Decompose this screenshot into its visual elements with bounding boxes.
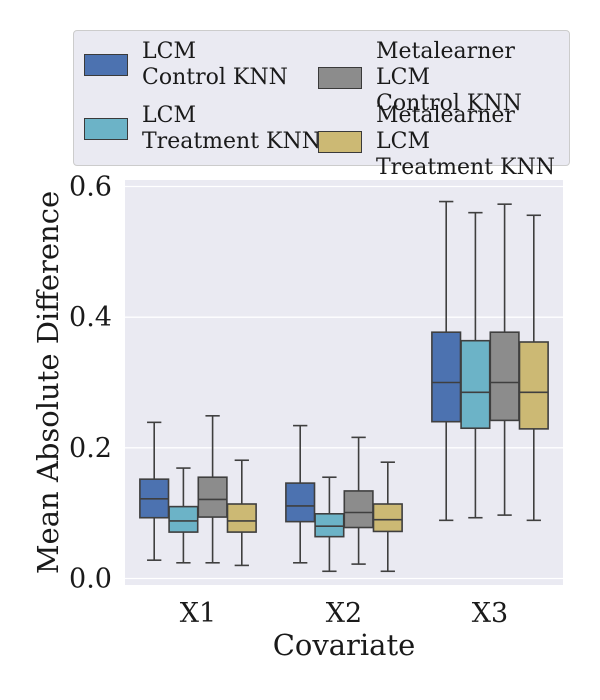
x-axis-label: Covariate <box>273 628 416 662</box>
box-iqr <box>197 476 228 518</box>
legend-item-metalearner-treatment: Metalearner LCM Treatment KNN <box>318 103 569 181</box>
box-x3-series-3 <box>518 214 549 522</box>
legend-label-lcm-control: LCM Control KNN <box>142 39 288 90</box>
box-x1-series-1 <box>168 467 199 564</box>
legend-label-lcm-treatment: LCM Treatment KNN <box>142 103 321 154</box>
box-x2-series-2 <box>343 436 374 565</box>
box-iqr <box>460 339 491 430</box>
legend-swatch-metalearner-treatment <box>318 131 362 153</box>
box-iqr <box>226 503 257 533</box>
y-tick-label: 0.4 <box>69 302 112 333</box>
legend-swatch-lcm-treatment <box>84 118 128 140</box>
x-tick-label: X1 <box>180 598 216 629</box>
box-iqr <box>518 341 549 430</box>
box-iqr <box>285 482 316 523</box>
legend-item-metalearner-control: Metalearner LCM Control KNN <box>318 39 569 117</box>
y-tick-label: 0.6 <box>69 172 112 203</box>
box-x1-series-0 <box>139 421 170 561</box>
box-iqr <box>343 490 374 529</box>
box-x3-series-1 <box>460 211 491 519</box>
grid-lines <box>125 185 563 580</box>
x-tick-labels: X1 X2 X3 <box>180 598 508 629</box>
box-iqr <box>372 503 403 533</box>
y-tick-label: 0.0 <box>69 563 112 594</box>
box-iqr <box>431 331 462 423</box>
y-tick-label: 0.2 <box>69 433 112 464</box>
box-x3-series-0 <box>431 200 462 522</box>
box-x1-series-3 <box>226 459 257 567</box>
box-x3-series-2 <box>489 203 520 516</box>
box-iqr <box>489 331 520 422</box>
box-iqr <box>314 512 345 538</box>
legend-swatch-lcm-control <box>84 54 128 76</box>
box-x2-series-0 <box>285 424 316 564</box>
box-groups <box>139 200 549 573</box>
x-tick-label: X3 <box>472 598 508 629</box>
box-iqr <box>168 505 199 533</box>
y-axis-label: Mean Absolute Difference <box>31 191 65 574</box>
box-x1-series-2 <box>197 415 228 564</box>
legend-swatch-metalearner-control <box>318 67 362 89</box>
x-tick-label: X2 <box>326 598 362 629</box>
legend-item-lcm-control: LCM Control KNN <box>84 39 288 91</box>
legend-item-lcm-treatment: LCM Treatment KNN <box>84 103 321 155</box>
legend-label-metalearner-treatment: Metalearner LCM Treatment KNN <box>376 103 555 180</box>
box-x2-series-3 <box>372 461 403 573</box>
y-tick-labels: 0.0 0.2 0.4 0.6 <box>69 172 112 595</box>
legend-label-metalearner-control: Metalearner LCM Control KNN <box>376 39 522 116</box>
legend: LCM Control KNN LCM Treatment KNN Metale… <box>73 30 570 180</box>
